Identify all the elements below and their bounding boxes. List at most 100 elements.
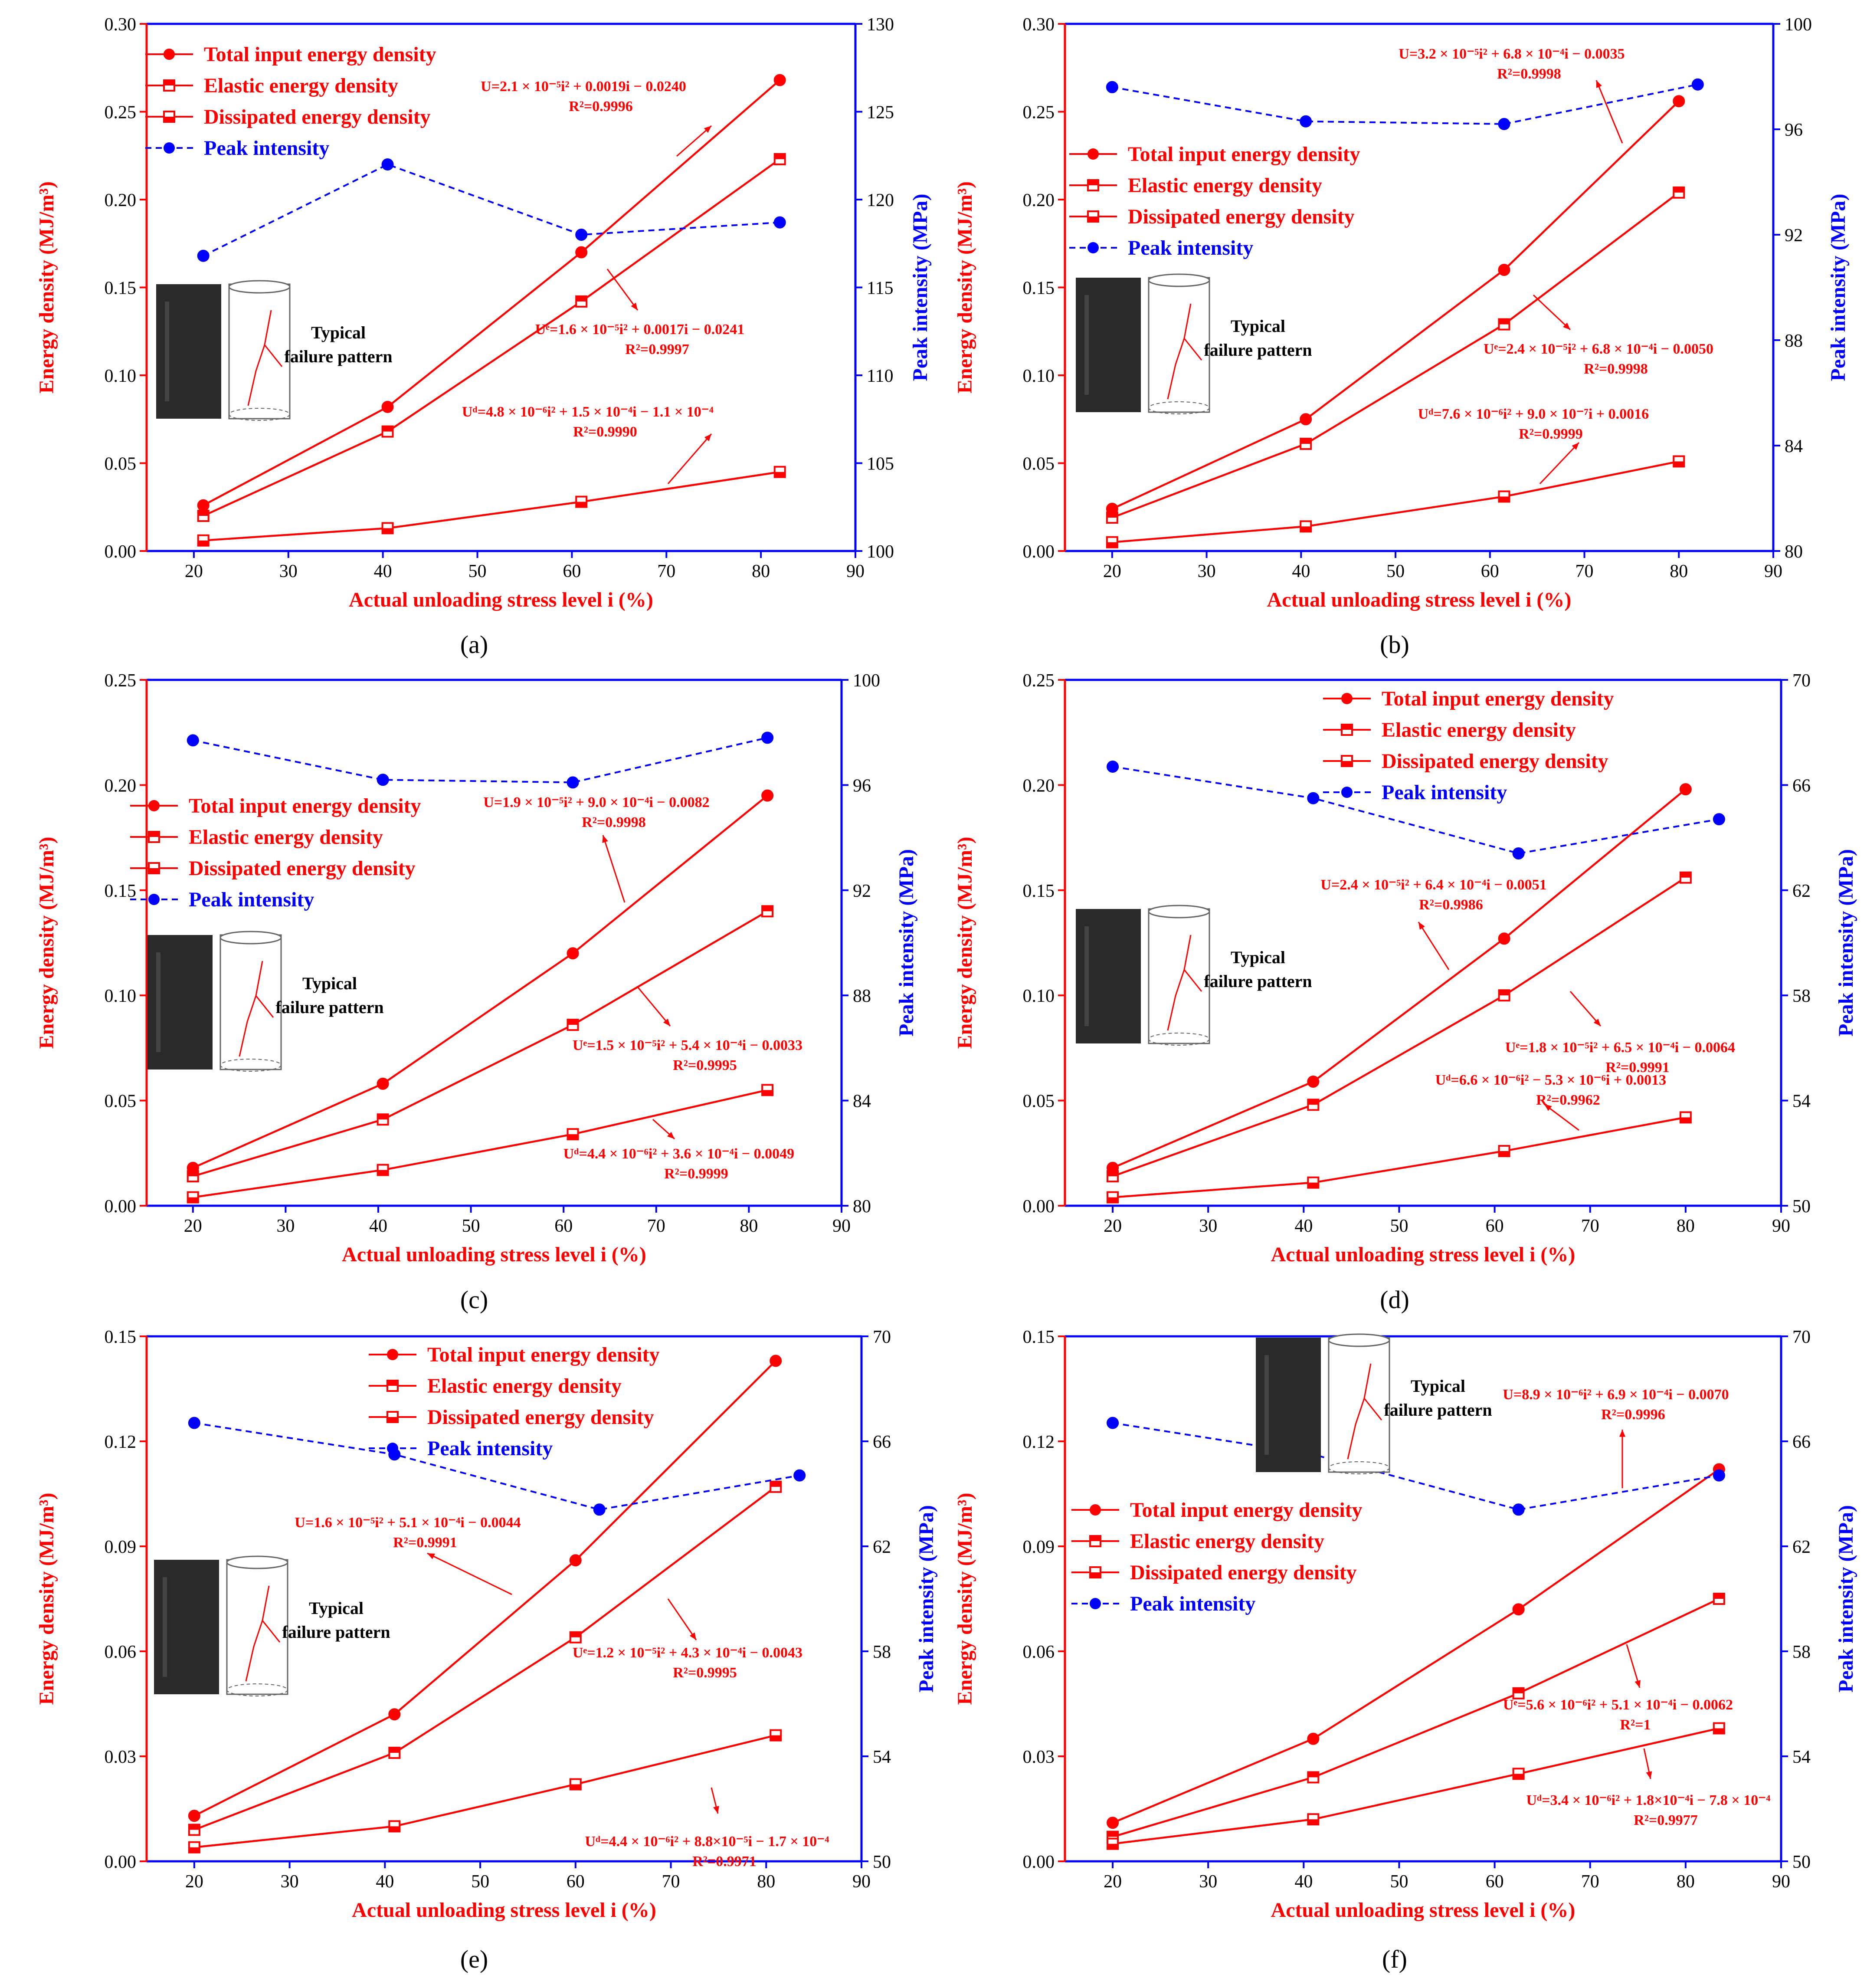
legend-total-marker [387,1349,398,1360]
legend-square-marker-fill [164,80,174,85]
dissipated-energy-point-fill [382,528,393,534]
fit-r-squared: R²=0.9997 [625,341,689,358]
legend-peak-marker [164,142,175,154]
panel-label: (a) [460,630,488,659]
peak-point [1498,118,1510,130]
fit-r-squared: R²=0.9977 [1634,1812,1698,1828]
elastic-energy-point-fill [576,296,587,302]
x-tick-label: 20 [1104,1216,1122,1236]
peak-point [197,249,210,262]
peak-point [381,158,394,171]
y2-tick-label: 70 [873,1327,891,1347]
y2-axis-title: Peak intensity (MPa) [1827,194,1850,381]
elastic-energy-point-fill [570,1632,581,1637]
crack-line [1167,303,1192,400]
failure-sketch [1148,908,1210,1044]
legend-label: Peak intensity [1128,236,1253,259]
annotation-arrowhead [704,126,711,133]
chart-panel-2: 20 30 40 50 60 70 80 900.000.050.100.150.200.25… [953,15,1850,659]
total-energy-point [381,400,394,413]
legend-square-marker-fill [164,117,174,122]
legend-label: Dissipated energy density [204,105,431,128]
series-line-4 [193,737,768,784]
x-tick-label: 90 [852,1872,871,1892]
series-line-4 [1112,83,1698,125]
legend-total-marker [164,49,175,60]
y2-axis-title: Peak intensity (MPa) [1834,849,1857,1037]
y-axis-title: Energy density (MJ/m³) [953,837,976,1049]
elastic-energy-point-fill [1308,1099,1319,1105]
annotation-arrowhead [1572,443,1579,450]
y-tick-label: 0.15 [1023,881,1055,901]
peak-point [793,1469,806,1482]
legend-label: Total input energy density [189,794,421,817]
x-tick-label: 80 [1670,561,1688,581]
y-tick-label: 0.09 [1023,1537,1055,1557]
x-axis-title: Actual unloading stress level i (%) [352,1899,656,1922]
elastic-energy-point-fill [1107,1171,1118,1177]
x-tick-label: 30 [276,1216,295,1236]
peak-point [1107,760,1119,773]
y-tick-label: 0.06 [105,1642,137,1662]
legend-total-marker [1090,1504,1101,1516]
y2-tick-label: 62 [1792,1537,1811,1557]
total-energy-point [1107,1817,1119,1829]
chart-panel-6: 20 30 40 50 60 70 80 90 0.00 0.03 0.06 0.09 0.12 0.15… [953,1327,1857,1973]
x-tick-label: 90 [846,561,865,581]
y2-tick-label: 80 [853,1197,871,1217]
y2-tick-label: 84 [1785,436,1803,456]
x-tick-label: 70 [647,1216,665,1236]
x-tick-label: 60 [554,1216,573,1236]
total-energy-point [1512,1603,1525,1616]
x-tick-label: 60 [567,1872,585,1892]
x-tick-label: 80 [752,561,770,581]
fit-r-squared: R²=0.9971 [692,1853,757,1870]
y-tick-label: 0.00 [1023,1197,1055,1217]
fit-equation: U=2.4 × 10⁻⁵i² + 6.4 × 10⁻⁴i − 0.0051 [1320,877,1546,893]
crack-branch [264,344,283,367]
annotation-arrowhead [663,1018,670,1026]
dissipated-energy-point-fill [770,1735,781,1741]
x-tick-label: 50 [468,561,487,581]
annotation-arrowhead [1593,1018,1601,1026]
y-tick-label: 0.15 [1023,1327,1055,1347]
y2-tick-label: 130 [867,15,894,35]
fit-equation: Uᵈ=6.6 × 10⁻⁶i² − 5.3 × 10⁻⁶i + 0.0013 [1435,1072,1666,1088]
y2-tick-label: 125 [867,103,894,123]
x-tick-label: 70 [1575,561,1594,581]
inset-caption-2: failure pattern [1204,340,1312,360]
peak-point [1107,1417,1119,1429]
fit-equation: Uᵈ=4.4 × 10⁻⁶i² + 3.6 × 10⁻⁴i − 0.0049 [563,1146,794,1162]
y2-tick-label: 88 [853,986,871,1006]
x-tick-label: 40 [374,561,392,581]
x-tick-label: 90 [1772,1216,1790,1236]
elastic-energy-point-fill [567,1020,578,1025]
failure-pattern-inset: Typical failure pattern [1076,905,1312,1046]
fit-equation: Uᵉ=1.8 × 10⁻⁵i² + 6.5 × 10⁻⁴i − 0.0064 [1505,1040,1735,1056]
x-tick-label: 60 [1486,1216,1504,1236]
peak-point [773,216,786,229]
legend-square-marker-fill [1090,1536,1101,1541]
y2-tick-label: 100 [853,671,880,691]
legend-label: Total input energy density [1130,1499,1363,1522]
peak-point [575,229,588,241]
inset-caption-1: Typical [302,974,357,993]
x-tick-label: 70 [662,1872,680,1892]
y-tick-label: 0.06 [1023,1642,1055,1662]
dissipated-energy-point-fill [1308,1182,1319,1188]
y-tick-label: 0.15 [105,1327,137,1347]
series-line-1 [192,794,768,1169]
fit-equation: Uᵉ=1.6 × 10⁻⁵i² + 0.0017i − 0.0241 [535,321,745,338]
total-energy-point [1300,413,1312,426]
legend-label: Dissipated energy density [1130,1561,1357,1584]
dissipated-energy-point-fill [1107,1197,1118,1203]
annotation-leader [1418,922,1450,970]
inset-caption-2: failure pattern [1204,971,1312,991]
annotation-arrowhead [667,1132,675,1139]
failure-pattern-inset: Typical failure pattern [154,1555,390,1696]
x-tick-label: 50 [462,1216,480,1236]
chart-panel-5: 20 30 40 50 60 70 80 90 0.00 0.03 0.06 0.09 0.12 0.15… [35,1327,938,1973]
peak-point [187,734,199,747]
total-energy-point [567,947,579,960]
crack-branch [1183,338,1202,361]
